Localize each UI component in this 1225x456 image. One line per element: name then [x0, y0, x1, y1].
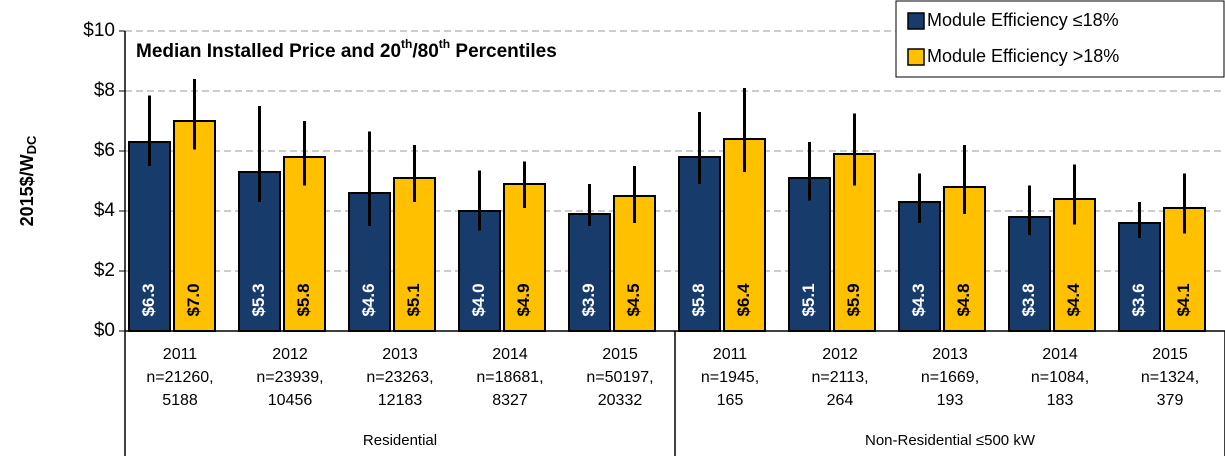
x-tick-label: 10456: [268, 392, 313, 409]
y-tick-label: $2: [94, 260, 115, 281]
y-tick-label: $0: [94, 320, 115, 341]
bar: [503, 183, 546, 332]
value-label: $5.8: [689, 283, 708, 316]
value-label: $5.1: [799, 283, 818, 316]
x-tick-label: 8327: [492, 392, 528, 409]
x-tick-label: n=18681,: [476, 369, 543, 386]
y-label-main: 2015$/W: [17, 154, 37, 226]
x-tick-label: n=21260,: [146, 369, 213, 386]
legend-swatch: [907, 48, 925, 66]
title-part: th: [439, 37, 450, 51]
value-label: $6.3: [139, 283, 158, 316]
x-tick-label: n=1324,: [1141, 369, 1199, 386]
legend-label: Module Efficiency >18%: [927, 46, 1119, 66]
x-tick-label: 2014: [492, 346, 528, 363]
x-tick-label: 20332: [598, 392, 643, 409]
value-label: $5.3: [249, 283, 268, 316]
x-tick-label: 193: [937, 392, 964, 409]
legend-box: [895, 0, 1225, 78]
x-tick-label: n=1084,: [1031, 369, 1089, 386]
x-tick-label: 2014: [1042, 346, 1078, 363]
value-label: $4.3: [909, 283, 928, 316]
x-tick-label: n=50197,: [586, 369, 653, 386]
y-tick-label: $6: [94, 140, 115, 161]
value-label: $7.0: [184, 283, 203, 316]
value-label: $3.9: [579, 283, 598, 316]
value-label: $4.4: [1064, 283, 1083, 317]
y-tick-label: $4: [94, 200, 116, 221]
group-label: Residential: [363, 432, 437, 449]
value-label: $5.1: [404, 283, 423, 316]
x-tick-label: 2011: [713, 346, 748, 363]
title-part: th: [401, 37, 412, 51]
x-tick-label: n=1945,: [701, 369, 759, 386]
y-label-sub: DC: [24, 135, 39, 154]
legend-swatch: [907, 12, 925, 30]
x-tick-label: n=1669,: [921, 369, 979, 386]
x-tick-label: n=2113,: [811, 369, 868, 386]
x-tick-label: 2013: [382, 346, 418, 363]
chart-title: Median Installed Price and 20th/80th Per…: [136, 37, 557, 62]
x-tick-label: n=23939,: [256, 369, 323, 386]
bar: [568, 213, 611, 332]
x-tick-label: 5188: [162, 392, 198, 409]
x-tick-label: 2012: [822, 346, 858, 363]
title-part: /80: [412, 41, 438, 62]
x-tick-label: 165: [717, 392, 744, 409]
x-tick-label: n=23263,: [366, 369, 433, 386]
x-tick-label: 183: [1047, 392, 1074, 409]
legend-label: Module Efficiency ≤18%: [927, 10, 1119, 30]
value-label: $6.4: [734, 283, 753, 317]
value-label: $3.6: [1129, 283, 1148, 316]
x-tick-label: 2011: [163, 346, 198, 363]
value-label: $4.9: [514, 283, 533, 316]
x-tick-label: 2015: [1152, 346, 1188, 363]
group-label: Non-Residential ≤500 kW: [865, 432, 1036, 449]
value-label: $4.1: [1174, 283, 1193, 316]
bar: [1118, 222, 1161, 332]
bar: [1008, 216, 1051, 332]
title-part: Percentiles: [450, 41, 557, 62]
value-label: $3.8: [1019, 283, 1038, 316]
title-part: Median Installed Price and 20: [136, 41, 401, 62]
x-tick-label: 2015: [602, 346, 638, 363]
value-label: $5.9: [844, 283, 863, 316]
value-label: $4.8: [954, 283, 973, 316]
x-tick-label: 2013: [932, 346, 968, 363]
x-tick-label: 12183: [378, 392, 423, 409]
x-tick-label: 264: [827, 392, 854, 409]
value-label: $5.8: [294, 283, 313, 316]
y-tick-label: $10: [83, 20, 115, 41]
value-label: $4.0: [469, 283, 488, 316]
y-tick-label: $8: [94, 80, 115, 101]
y-axis-label: 2015$/WDC: [17, 135, 40, 226]
value-label: $4.5: [624, 283, 643, 316]
x-tick-label: 2012: [272, 346, 308, 363]
x-tick-label: 379: [1157, 392, 1184, 409]
value-label: $4.6: [359, 283, 378, 316]
bar: [678, 156, 721, 332]
bar: [173, 120, 216, 332]
